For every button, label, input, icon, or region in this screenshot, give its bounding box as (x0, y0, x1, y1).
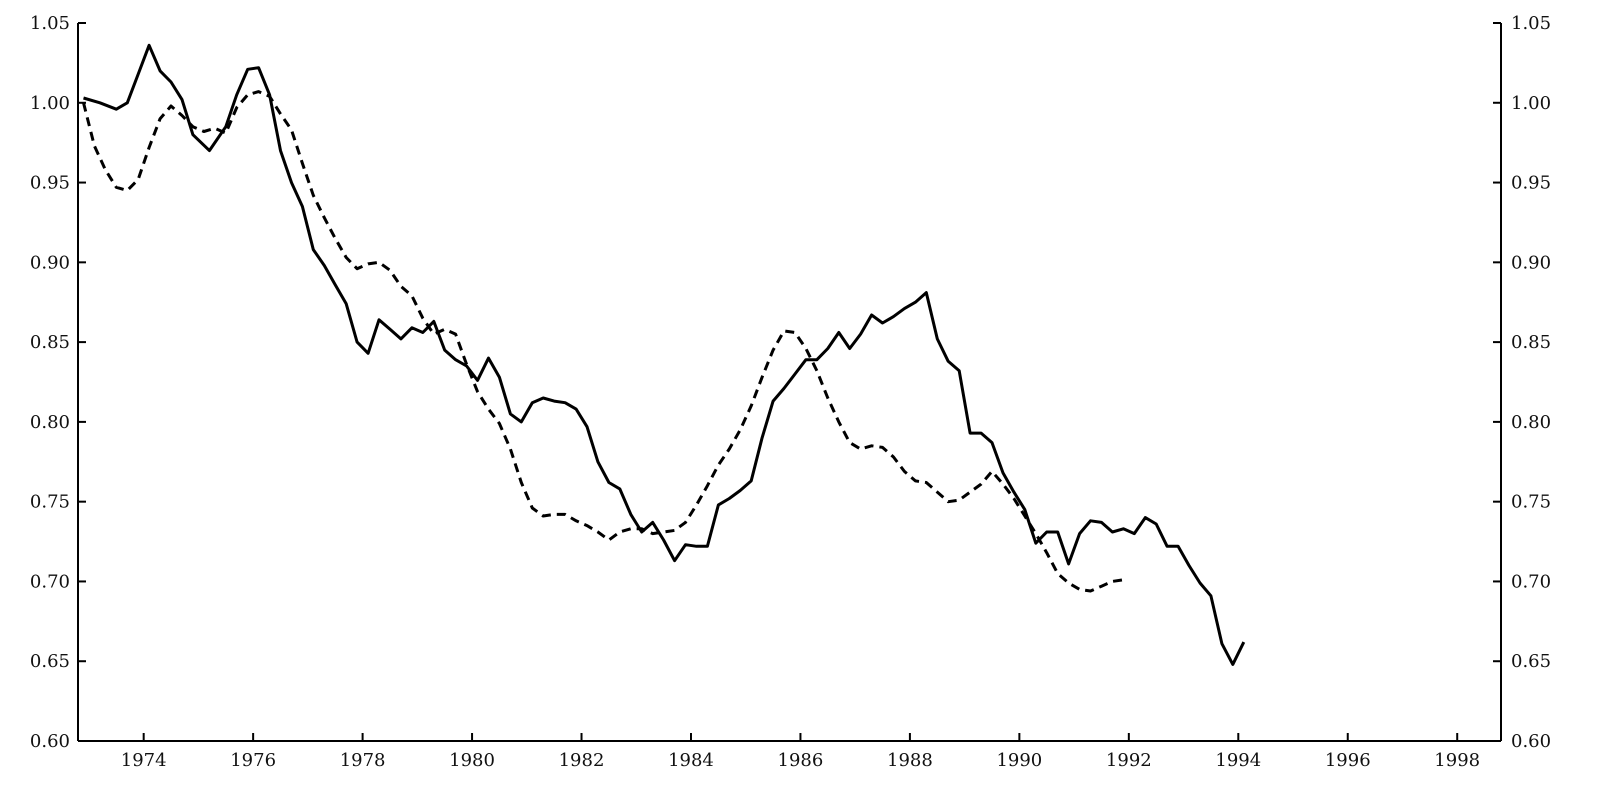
y-tick-label-right: 0.90 (1511, 252, 1551, 273)
x-tick-label: 1992 (1106, 750, 1152, 771)
y-tick-label-left: 0.80 (30, 412, 70, 433)
x-tick-label: 1998 (1434, 750, 1480, 771)
y-tick-label-left: 0.70 (30, 571, 70, 592)
x-tick-label: 1978 (340, 750, 386, 771)
ticks-layer: 0.60 0.60 0.65 0.65 0.70 0.70 0.75 0.75 0.80 0.80… (30, 13, 1551, 771)
y-tick-label-right: 0.75 (1511, 492, 1551, 513)
x-tick-label: 1988 (887, 750, 933, 771)
solid-series-line (83, 43, 1246, 666)
y-tick-label-left: 0.90 (30, 252, 70, 273)
dashed-series-line (82, 90, 1124, 593)
x-tick-label: 1994 (1215, 750, 1261, 771)
y-tick-label-right: 1.00 (1511, 93, 1551, 114)
series-layer (82, 43, 1246, 666)
y-tick-label-right: 0.70 (1511, 571, 1551, 592)
y-tick-label-left: 0.85 (30, 332, 70, 353)
y-tick-label-right: 0.95 (1511, 173, 1551, 194)
y-tick-label-left: 0.95 (30, 173, 70, 194)
y-tick-label-left: 1.05 (30, 13, 70, 34)
y-tick-label-left: 1.00 (30, 93, 70, 114)
axes (77, 23, 1502, 742)
y-tick-label-left: 0.65 (30, 651, 70, 672)
y-tick-label-left: 0.75 (30, 492, 70, 513)
x-tick-label: 1976 (230, 750, 276, 771)
x-tick-label: 1982 (559, 750, 605, 771)
y-tick-label-right: 0.60 (1511, 731, 1551, 752)
y-tick-label-right: 1.05 (1511, 13, 1551, 34)
x-tick-label: 1986 (778, 750, 824, 771)
x-tick-label: 1984 (668, 750, 714, 771)
y-tick-label-right: 0.80 (1511, 412, 1551, 433)
y-tick-label-right: 0.65 (1511, 651, 1551, 672)
x-tick-label: 1990 (996, 750, 1042, 771)
x-tick-label: 1996 (1325, 750, 1371, 771)
y-tick-label-left: 0.60 (30, 731, 70, 752)
x-tick-label: 1974 (121, 750, 167, 771)
y-tick-label-right: 0.85 (1511, 332, 1551, 353)
x-tick-label: 1980 (449, 750, 495, 771)
